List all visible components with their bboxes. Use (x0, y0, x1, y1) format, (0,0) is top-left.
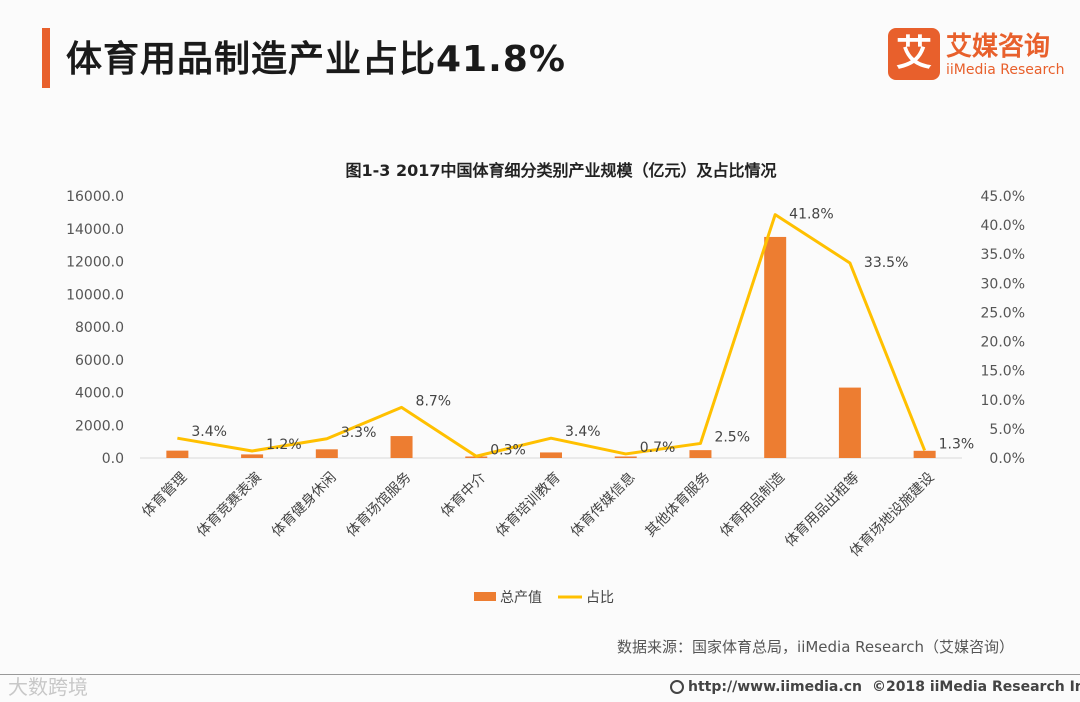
right-axis-tick-label: 10.0% (981, 393, 1025, 409)
line-data-label: 33.5% (864, 255, 908, 271)
industry-scale-chart: 图1-3 2017中国体育细分类别产业规模（亿元）及占比情况 0.0 2000.0 4… (66, 161, 1025, 606)
category-axis-label: 体育中介 (438, 470, 489, 521)
website-url: http://www.iimedia.cn (688, 679, 862, 695)
category-axis-label: 体育竞赛表演 (194, 469, 265, 540)
category-axis-label: 体育场地设施建设 (847, 470, 938, 561)
title-accent-bar (42, 28, 50, 88)
left-axis-tick-label: 10000.0 (66, 287, 124, 303)
data-source-note: 数据来源：国家体育总局，iiMedia Research（艾媒咨询） (617, 638, 1014, 656)
bar-total-output (315, 449, 338, 458)
category-axis-label: 体育用品制造 (717, 470, 788, 541)
footer-copyright: ©2018 iiMedia Research Inc (872, 679, 1080, 695)
line-data-label: 41.8% (789, 207, 833, 223)
globe-icon (670, 680, 684, 694)
bar-total-output (913, 450, 936, 458)
category-axis-label: 体育健身休闲 (269, 470, 340, 541)
left-axis-tick-label: 12000.0 (66, 255, 124, 271)
left-axis-tick-label: 8000.0 (75, 320, 124, 336)
bar-total-output (764, 236, 787, 458)
bar-total-output (241, 454, 264, 458)
logo-english-name: iiMedia Research (946, 62, 1065, 78)
footer-website: http://www.iimedia.cn (670, 679, 862, 695)
line-data-label: 2.5% (714, 429, 750, 445)
legend-line-label: 占比 (586, 590, 614, 606)
logo-chinese-name: 艾媒咨询 (946, 32, 1051, 62)
footer-divider (0, 674, 1080, 675)
right-axis-tick-label: 40.0% (981, 218, 1025, 234)
line-data-label: 0.7% (640, 440, 676, 456)
right-axis-tick-label: 25.0% (981, 305, 1025, 321)
line-data-label: 1.3% (939, 436, 975, 452)
bar-total-output (689, 450, 712, 458)
right-axis-tick-label: 35.0% (981, 247, 1025, 263)
category-axis-label: 其他体育服务 (643, 470, 714, 541)
chart-title: 图1-3 2017中国体育细分类别产业规模（亿元）及占比情况 (345, 161, 776, 180)
bar-total-output (614, 456, 637, 458)
line-data-label: 1.2% (266, 437, 302, 453)
line-data-label: 8.7% (416, 393, 452, 409)
line-share-series (177, 213, 927, 458)
right-axis-tick-label: 15.0% (981, 364, 1025, 380)
category-axis-label: 体育用品出租等 (781, 469, 862, 550)
right-axis-tick-label: 30.0% (981, 276, 1025, 292)
bar-total-output (838, 387, 861, 458)
left-axis-tick-label: 6000.0 (75, 353, 124, 369)
left-axis-tick-label: 2000.0 (75, 418, 124, 434)
bar-total-output (540, 452, 562, 458)
right-axis-tick-label: 5.0% (989, 422, 1025, 438)
legend-bar-swatch (474, 592, 496, 601)
line-data-label: 3.4% (565, 424, 601, 440)
watermark: 大数跨境 (8, 675, 88, 699)
line-data-label: 0.3% (490, 442, 526, 458)
left-axis-tick-label: 14000.0 (66, 222, 124, 238)
category-axis-label: 体育传媒信息 (567, 469, 638, 540)
legend-bar-label: 总产值 (500, 590, 542, 606)
page-title: 体育用品制造产业占比41.8% (66, 39, 566, 80)
right-axis-tick-label: 45.0% (981, 189, 1025, 205)
left-axis-tick-label: 0.0 (102, 451, 124, 467)
category-axis-label: 体育场馆服务 (344, 470, 415, 541)
bar-total-output (390, 436, 413, 458)
category-axis-label: 体育培训教育 (493, 470, 564, 541)
left-axis-tick-label: 4000.0 (75, 386, 124, 402)
left-axis-tick-label: 16000.0 (66, 189, 124, 205)
right-axis-tick-label: 0.0% (989, 451, 1025, 467)
logo-mark: 艾 (888, 28, 940, 80)
iimedia-logo: 艾 艾媒咨询 iiMedia Research (888, 28, 1068, 84)
right-axis-tick-label: 20.0% (981, 335, 1025, 351)
line-data-label: 3.4% (191, 424, 227, 440)
line-data-label: 3.3% (341, 425, 377, 441)
bar-total-output (166, 450, 189, 458)
category-axis-label: 体育管理 (139, 470, 190, 521)
